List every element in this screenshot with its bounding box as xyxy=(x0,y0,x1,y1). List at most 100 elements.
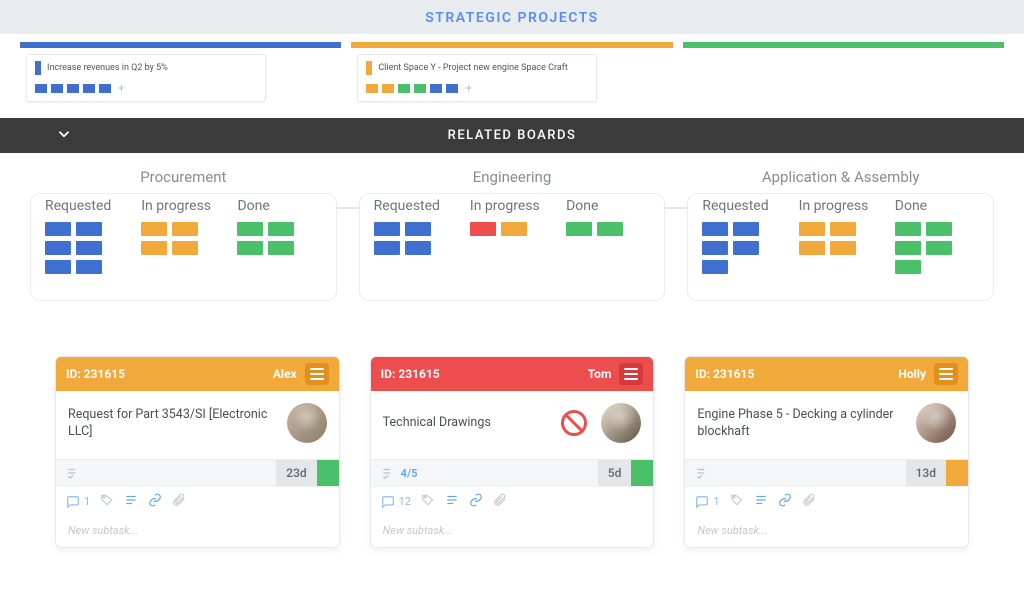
task-card[interactable]: ID: 231615Holly Engine Phase 5 - Decking … xyxy=(684,356,969,548)
task-chip[interactable] xyxy=(172,241,198,255)
task-chip[interactable] xyxy=(45,222,71,236)
task-chip[interactable] xyxy=(237,222,263,236)
card-connector xyxy=(196,356,198,357)
swimlane-orange: Client Space Y - Project new engine Spac… xyxy=(351,42,672,108)
task-chip[interactable] xyxy=(926,222,952,236)
task-chip[interactable] xyxy=(405,222,431,236)
card-meta: 13d xyxy=(685,460,968,486)
board-column: Done xyxy=(566,198,650,282)
card-header: ID: 231615Tom xyxy=(371,357,654,391)
list-icon[interactable] xyxy=(754,493,768,510)
new-subtask-input[interactable]: New subtask... xyxy=(371,516,654,547)
menu-icon[interactable] xyxy=(305,363,329,385)
task-chip[interactable] xyxy=(799,222,825,236)
blocked-icon xyxy=(561,410,587,436)
comments-icon[interactable]: 1 xyxy=(695,495,719,509)
task-chip[interactable] xyxy=(237,241,263,255)
task-chip[interactable] xyxy=(141,222,167,236)
attachment-icon[interactable] xyxy=(493,493,507,510)
list-icon[interactable] xyxy=(445,493,459,510)
add-icon[interactable]: + xyxy=(115,81,125,95)
avatar[interactable] xyxy=(601,403,641,443)
task-chip[interactable] xyxy=(926,241,952,255)
related-boards-bar[interactable]: RELATED BOARDS xyxy=(0,118,1024,153)
task-chip[interactable] xyxy=(76,260,102,274)
task-chip[interactable] xyxy=(45,260,71,274)
tag-icon[interactable] xyxy=(100,493,114,510)
task-chip[interactable] xyxy=(76,241,102,255)
card-icon-row: 1 xyxy=(685,486,968,516)
link-icon[interactable] xyxy=(469,493,483,510)
task-chip[interactable] xyxy=(141,241,167,255)
task-chip[interactable] xyxy=(76,222,102,236)
tag-icon[interactable] xyxy=(421,493,435,510)
initiative-card[interactable]: Client Space Y - Project new engine Spac… xyxy=(357,54,597,102)
column-title: Requested xyxy=(702,198,786,214)
column-title: Done xyxy=(895,198,979,214)
task-card[interactable]: ID: 231615Alex Request for Part 3543/SI [… xyxy=(55,356,340,548)
task-chip[interactable] xyxy=(702,241,728,255)
checklist-icon xyxy=(381,466,395,480)
task-card[interactable]: ID: 231615TomTechnical Drawings4/55d12Ne… xyxy=(370,356,655,548)
task-chip[interactable] xyxy=(895,260,921,274)
new-subtask-input[interactable]: New subtask... xyxy=(56,516,339,547)
initiative-title: Increase revenues in Q2 by 5% xyxy=(47,63,168,73)
progress-text: 4/5 xyxy=(401,467,418,480)
task-chip[interactable] xyxy=(733,241,759,255)
task-chip[interactable] xyxy=(597,222,623,236)
board-column: In progress xyxy=(141,198,225,282)
task-chip[interactable] xyxy=(172,222,198,236)
card-assignee: Holly xyxy=(754,367,934,381)
boards-container: ProcurementRequestedIn progressDoneEngin… xyxy=(0,193,1024,301)
card-title: Engine Phase 5 - Decking a cylinder bloc… xyxy=(697,406,906,441)
task-chip[interactable] xyxy=(702,222,728,236)
menu-icon[interactable] xyxy=(934,363,958,385)
new-subtask-input[interactable]: New subtask... xyxy=(685,516,968,547)
card-header: ID: 231615Alex xyxy=(56,357,339,391)
column-title: Requested xyxy=(45,198,129,214)
menu-icon[interactable] xyxy=(619,363,643,385)
card-connector xyxy=(826,356,828,357)
board-name: Procurement xyxy=(45,168,322,186)
tag-icon[interactable] xyxy=(730,493,744,510)
task-chip[interactable] xyxy=(566,222,592,236)
avatar[interactable] xyxy=(287,403,327,443)
task-chip[interactable] xyxy=(268,222,294,236)
card-header: ID: 231615Holly xyxy=(685,357,968,391)
swimlane-blue: Increase revenues in Q2 by 5% + xyxy=(20,42,341,108)
task-chip[interactable] xyxy=(45,241,71,255)
task-chip[interactable] xyxy=(268,241,294,255)
task-chip[interactable] xyxy=(733,222,759,236)
status-chip xyxy=(631,460,653,486)
task-chip[interactable] xyxy=(405,241,431,255)
comments-icon[interactable]: 1 xyxy=(66,495,90,509)
list-icon[interactable] xyxy=(124,493,138,510)
initiative-title: Client Space Y - Project new engine Spac… xyxy=(378,63,568,73)
task-chip[interactable] xyxy=(895,222,921,236)
task-chip[interactable] xyxy=(830,222,856,236)
attachment-icon[interactable] xyxy=(802,493,816,510)
task-chip[interactable] xyxy=(895,241,921,255)
task-chip[interactable] xyxy=(799,241,825,255)
task-chip[interactable] xyxy=(374,241,400,255)
task-chip[interactable] xyxy=(470,222,496,236)
board: EngineeringRequestedIn progressDone xyxy=(359,193,666,301)
comments-icon[interactable]: 12 xyxy=(381,495,411,509)
task-chip[interactable] xyxy=(830,241,856,255)
link-icon[interactable] xyxy=(148,493,162,510)
initiative-card[interactable]: Increase revenues in Q2 by 5% + xyxy=(26,54,266,102)
column-title: Done xyxy=(237,198,321,214)
link-icon[interactable] xyxy=(778,493,792,510)
card-meta: 4/55d xyxy=(371,460,654,486)
task-chip[interactable] xyxy=(501,222,527,236)
avatar[interactable] xyxy=(916,403,956,443)
task-chip[interactable] xyxy=(702,260,728,274)
add-icon[interactable]: + xyxy=(462,81,472,95)
task-chip[interactable] xyxy=(374,222,400,236)
chevron-down-icon[interactable] xyxy=(55,125,73,147)
column-title: In progress xyxy=(799,198,883,214)
attachment-icon[interactable] xyxy=(172,493,186,510)
swimlane-green xyxy=(683,42,1004,108)
card-title: Request for Part 3543/SI [Electronic LLC… xyxy=(68,406,277,441)
column-title: In progress xyxy=(141,198,225,214)
